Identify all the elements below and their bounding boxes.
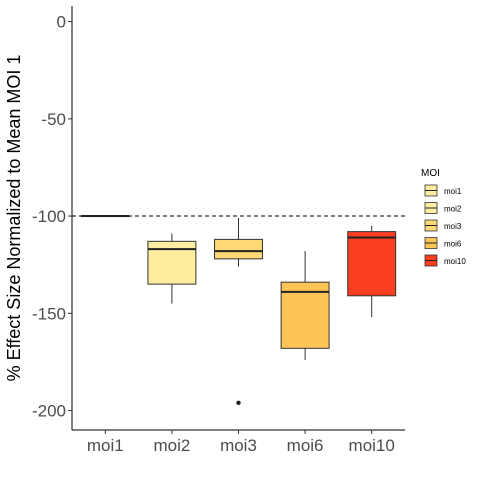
x-tick-label: moi3 <box>220 436 257 455</box>
x-tick-label: moi10 <box>349 436 395 455</box>
x-tick-label: moi2 <box>153 436 190 455</box>
box-body <box>214 238 263 260</box>
x-tick-label: moi1 <box>87 436 124 455</box>
box-moi3 <box>214 218 263 405</box>
box-moi2 <box>147 233 197 304</box>
y-tick-label: -150 <box>32 304 66 323</box>
y-tick-label: 0 <box>57 13 66 32</box>
box-moi1 <box>80 215 130 218</box>
legend-item: moi2 <box>424 202 462 214</box>
box-moi6 <box>280 251 330 360</box>
legend-label: moi3 <box>444 222 462 231</box>
y-axis-title: % Effect Size Normalized to Mean MOI 1 <box>4 55 24 382</box>
legend-item: moi3 <box>424 219 462 232</box>
box-body <box>347 231 397 297</box>
outlier-point <box>236 400 241 405</box>
plot-area <box>72 215 405 405</box>
y-tick-label: -200 <box>32 402 66 421</box>
box-moi10 <box>347 225 397 318</box>
x-tick-label: moi6 <box>287 436 324 455</box>
box-body <box>280 281 330 349</box>
y-tick-label: -50 <box>41 110 66 129</box>
y-tick-label: -100 <box>32 207 66 226</box>
box-body <box>147 240 197 285</box>
axes: 0 -50 -100 -150 -200 moi1 moi2 moi3 moi6 moi10 <box>32 6 405 455</box>
legend: MOI moi1 moi2 moi3 moi6 moi10 <box>421 168 466 267</box>
legend-item: moi6 <box>424 237 462 249</box>
legend-label: moi6 <box>444 240 462 249</box>
legend-item: moi1 <box>424 184 462 197</box>
legend-item: moi10 <box>424 254 466 267</box>
legend-label: moi1 <box>444 187 462 196</box>
legend-title: MOI <box>421 168 440 179</box>
legend-label: moi2 <box>444 205 462 214</box>
legend-label: moi10 <box>444 257 466 266</box>
